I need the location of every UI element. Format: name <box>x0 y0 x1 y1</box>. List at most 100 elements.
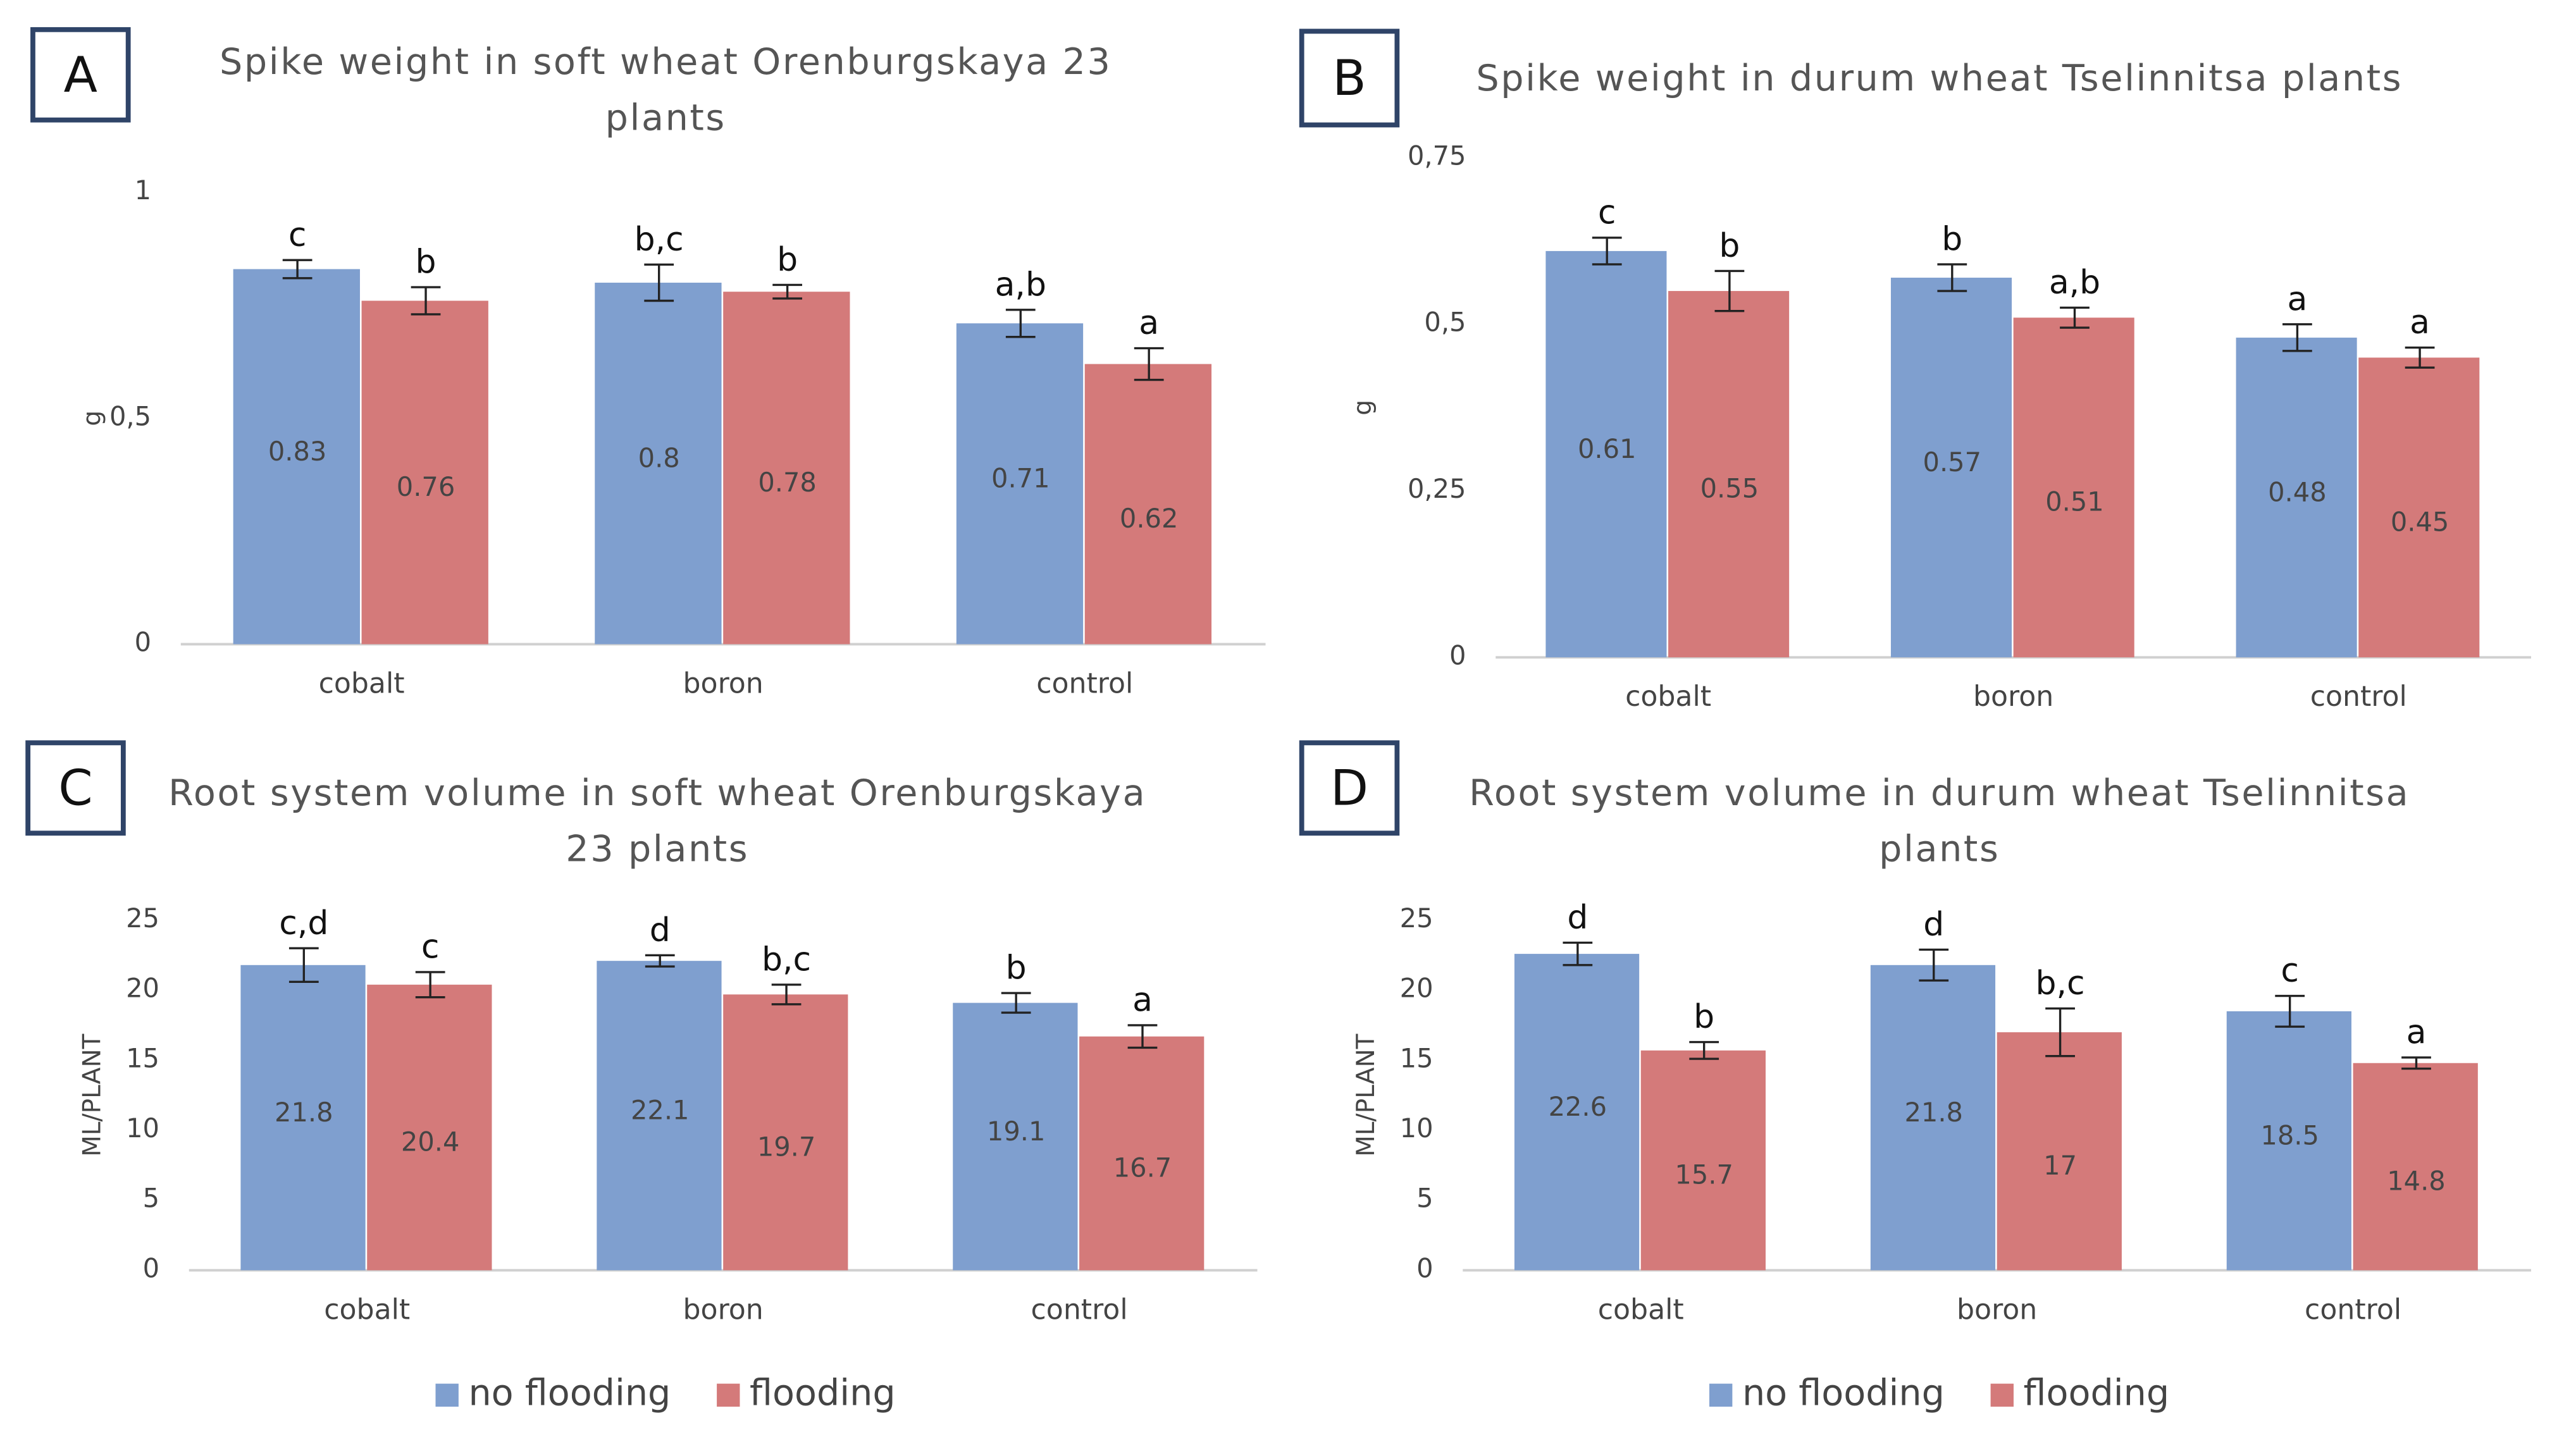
bar <box>2226 1011 2351 1271</box>
y-tick-label: 0,5 <box>1424 307 1466 338</box>
value-label: 15.7 <box>1675 1159 1733 1190</box>
significance-label: a,b <box>995 266 1046 304</box>
legend-label: no flooding <box>1742 1372 1945 1414</box>
significance-label: b <box>1719 227 1740 265</box>
value-label: 0.78 <box>758 467 817 498</box>
y-tick-label: 0,5 <box>109 400 151 431</box>
x-tick-label: boron <box>683 1293 764 1326</box>
value-label: 20.4 <box>401 1126 460 1157</box>
panel-label: C <box>58 760 92 817</box>
x-tick-label: boron <box>1957 1293 2037 1326</box>
error-bar <box>644 263 674 302</box>
legend-label: flooding <box>2024 1372 2170 1414</box>
value-label: 0.55 <box>1700 473 1759 504</box>
legend-label: no flooding <box>468 1372 671 1414</box>
y-axis-label: ML/PLANT <box>78 1033 107 1156</box>
y-tick-label: 0 <box>143 1252 159 1283</box>
error-bar <box>2282 323 2312 352</box>
value-label: 0.51 <box>2045 486 2104 517</box>
value-label: 19.7 <box>757 1131 816 1162</box>
legend-label: flooding <box>750 1372 896 1414</box>
panel-box <box>30 27 131 123</box>
bar <box>1084 364 1212 645</box>
value-label: 22.6 <box>1549 1091 1607 1122</box>
y-tick-label: 0,75 <box>1408 140 1466 171</box>
significance-label: b <box>416 244 437 281</box>
x-tick-label: control <box>2310 681 2407 713</box>
error-bar <box>772 283 802 300</box>
error-bar <box>2060 306 2090 329</box>
value-label: 19.1 <box>987 1116 1046 1147</box>
value-label: 0.83 <box>268 436 327 467</box>
significance-label: a,b <box>2049 264 2100 302</box>
value-label: 18.5 <box>2260 1120 2319 1151</box>
value-label: 0.8 <box>638 443 680 474</box>
significance-label: c <box>288 216 307 254</box>
significance-label: d <box>1923 906 1944 944</box>
error-bar <box>411 286 441 316</box>
significance-label: d <box>1567 899 1588 937</box>
panel-label: B <box>1332 50 1366 107</box>
bar <box>956 323 1084 645</box>
significance-label: b <box>1942 221 1962 259</box>
legend-swatch <box>1990 1383 2014 1407</box>
significance-label: c,d <box>279 904 328 942</box>
error-bar <box>1714 269 1745 312</box>
x-tick-label: boron <box>683 667 764 700</box>
bar <box>240 965 366 1271</box>
error-bar <box>2045 1007 2075 1058</box>
significance-label: b <box>1694 998 1714 1036</box>
significance-label: b <box>777 241 798 279</box>
bar <box>2353 1063 2478 1271</box>
bar <box>367 984 492 1271</box>
error-bar <box>645 954 675 968</box>
y-tick-label: 0 <box>1449 639 1466 670</box>
value-label: 21.8 <box>1904 1097 1963 1128</box>
panel-label: D <box>1330 760 1368 817</box>
y-tick-label: 5 <box>1416 1183 1433 1214</box>
panel-label: A <box>64 47 97 104</box>
legend-swatch <box>717 1383 740 1407</box>
error-bar <box>1937 263 1967 292</box>
value-label: 0.76 <box>397 471 455 502</box>
significance-label: a <box>1139 304 1159 342</box>
y-axis-label: g <box>1349 400 1377 416</box>
bar <box>597 961 722 1271</box>
value-label: 22.1 <box>631 1095 690 1126</box>
chart-title: Spike weight in durum wheat Tselinnitsa … <box>1476 59 2403 101</box>
error-bar <box>1563 941 1593 966</box>
bar <box>1545 250 1667 658</box>
y-tick-label: 20 <box>1400 973 1434 1004</box>
title-box: Root system volume in durum wheat Tselin… <box>1469 774 2408 871</box>
value-label: 14.8 <box>2387 1166 2446 1197</box>
error-bar <box>1005 309 1036 338</box>
panel-box <box>1299 740 1400 836</box>
y-tick-label: 0,25 <box>1408 473 1466 504</box>
y-axis-label: ML/PLANT <box>1352 1033 1380 1156</box>
value-label: 0.57 <box>1923 447 1982 478</box>
y-tick-label: 1 <box>135 175 151 206</box>
y-tick-label: 0 <box>135 626 151 657</box>
bar <box>723 292 850 645</box>
value-label: 0.71 <box>991 463 1050 494</box>
title-box: Spike weight in soft wheat Orenburgskaya… <box>220 43 1110 140</box>
value-label: 21.8 <box>275 1097 333 1128</box>
y-tick-label: 10 <box>126 1113 159 1144</box>
x-tick-label: boron <box>1973 681 2053 713</box>
value-label: 17 <box>2043 1150 2077 1181</box>
bar <box>723 994 848 1271</box>
bar <box>1079 1036 1205 1271</box>
bar <box>953 1003 1078 1271</box>
bar <box>595 282 722 645</box>
bar <box>1640 1050 1766 1271</box>
bar <box>361 300 488 645</box>
y-tick-label: 10 <box>1400 1113 1434 1144</box>
y-tick-label: 25 <box>1400 903 1434 934</box>
significance-label: a <box>1132 982 1153 1020</box>
error-bar <box>2275 994 2305 1028</box>
bar <box>1890 278 2012 658</box>
bar <box>1668 291 1790 658</box>
bar <box>1997 1032 2122 1271</box>
value-label: 0.45 <box>2391 506 2449 537</box>
value-label: 0.61 <box>1578 433 1637 464</box>
